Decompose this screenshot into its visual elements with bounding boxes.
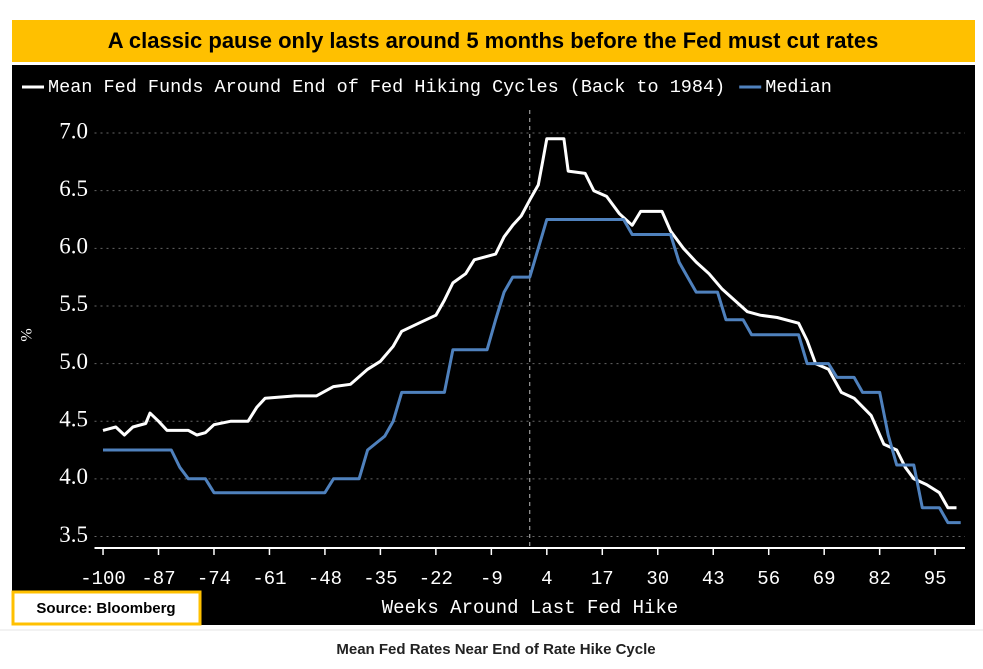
- x-tick-label: -100: [80, 568, 126, 590]
- x-label: Weeks Around Last Fed Hike: [382, 597, 678, 619]
- series-line: [102, 137, 957, 510]
- x-tick-label: -87: [141, 568, 175, 590]
- y-tick-label: 4.0: [59, 464, 88, 489]
- y-tick-label: 3.5: [59, 522, 88, 547]
- y-label: %: [19, 328, 36, 341]
- x-tick-label: 30: [646, 568, 669, 590]
- x-tick-label: 95: [924, 568, 947, 590]
- title: A classic pause only lasts around 5 mont…: [108, 28, 879, 53]
- x-tick-label: -48: [308, 568, 342, 590]
- x-tick-label: -9: [480, 568, 503, 590]
- x-tick-label: 56: [757, 568, 780, 590]
- y-tick-label: 7.0: [59, 118, 88, 143]
- y-tick-label: 5.0: [59, 349, 88, 374]
- y-tick-label: 6.0: [59, 234, 88, 259]
- y-tick-label: 6.5: [59, 176, 88, 201]
- caption: Mean Fed Rates Near End of Rate Hike Cyc…: [336, 641, 655, 658]
- x-tick-label: 4: [541, 568, 552, 590]
- y-tick-label: 4.5: [59, 406, 88, 431]
- x-tick-label: -74: [197, 568, 231, 590]
- x-tick-label: 17: [591, 568, 614, 590]
- x-tick-label: 69: [813, 568, 836, 590]
- legend-label: Median: [765, 77, 832, 98]
- x-tick-label: -61: [252, 568, 286, 590]
- x-tick-label: 82: [868, 568, 891, 590]
- y-tick-label: 5.5: [59, 291, 88, 316]
- source: Source: Bloomberg: [36, 600, 175, 617]
- x-tick-label: 43: [702, 568, 725, 590]
- x-tick-label: -35: [363, 568, 397, 590]
- series-line: [103, 218, 961, 525]
- chart-area: [12, 65, 975, 625]
- legend-label: Mean Fed Funds Around End of Fed Hiking …: [48, 77, 725, 98]
- source-box: [11, 590, 202, 626]
- x-tick-label: -22: [419, 568, 453, 590]
- title-banner: [12, 20, 975, 62]
